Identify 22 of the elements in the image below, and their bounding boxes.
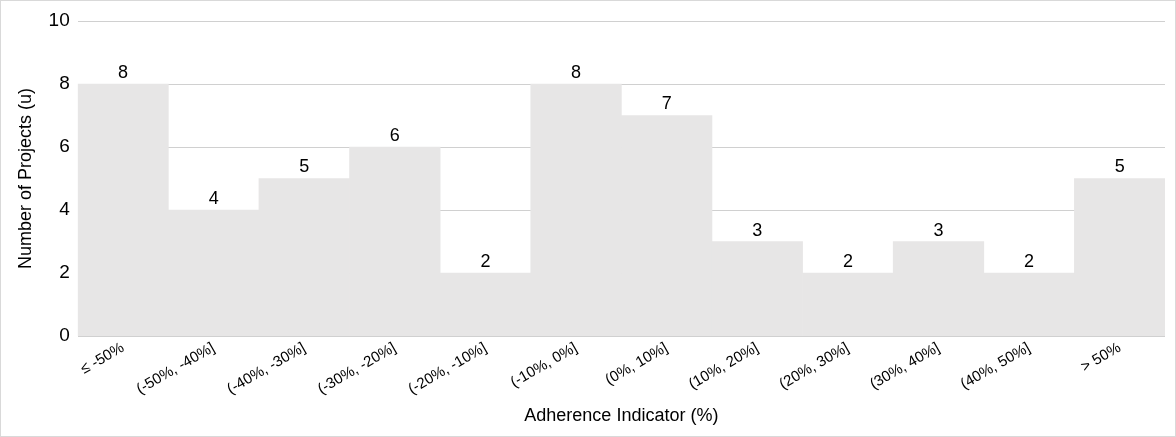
data-label: 8 bbox=[118, 61, 129, 82]
data-label: 7 bbox=[661, 93, 672, 114]
data-label: 3 bbox=[933, 219, 944, 240]
y-axis-title: Number of Projects (u) bbox=[14, 87, 35, 270]
y-tick-label: 10 bbox=[48, 9, 70, 31]
data-label: 2 bbox=[842, 251, 853, 272]
data-label: 2 bbox=[1024, 251, 1035, 272]
x-tick-label: ≤ -50% bbox=[77, 338, 127, 377]
x-axis-title: Adherence Indicator (%) bbox=[524, 405, 719, 426]
data-label: 5 bbox=[299, 156, 310, 177]
y-tick-label: 4 bbox=[59, 198, 71, 220]
data-label: 6 bbox=[389, 124, 400, 145]
x-tick-label: > 50% bbox=[1077, 338, 1124, 375]
data-label: 4 bbox=[208, 188, 219, 208]
y-tick-label: 6 bbox=[59, 135, 70, 157]
data-label: 2 bbox=[480, 251, 491, 272]
y-tick-label: 8 bbox=[59, 72, 70, 94]
y-tick-label: 2 bbox=[59, 261, 70, 283]
data-label: 8 bbox=[571, 61, 582, 82]
data-label: 3 bbox=[752, 219, 763, 240]
y-tick-label: 0 bbox=[59, 324, 70, 346]
data-label: 5 bbox=[1114, 156, 1125, 177]
